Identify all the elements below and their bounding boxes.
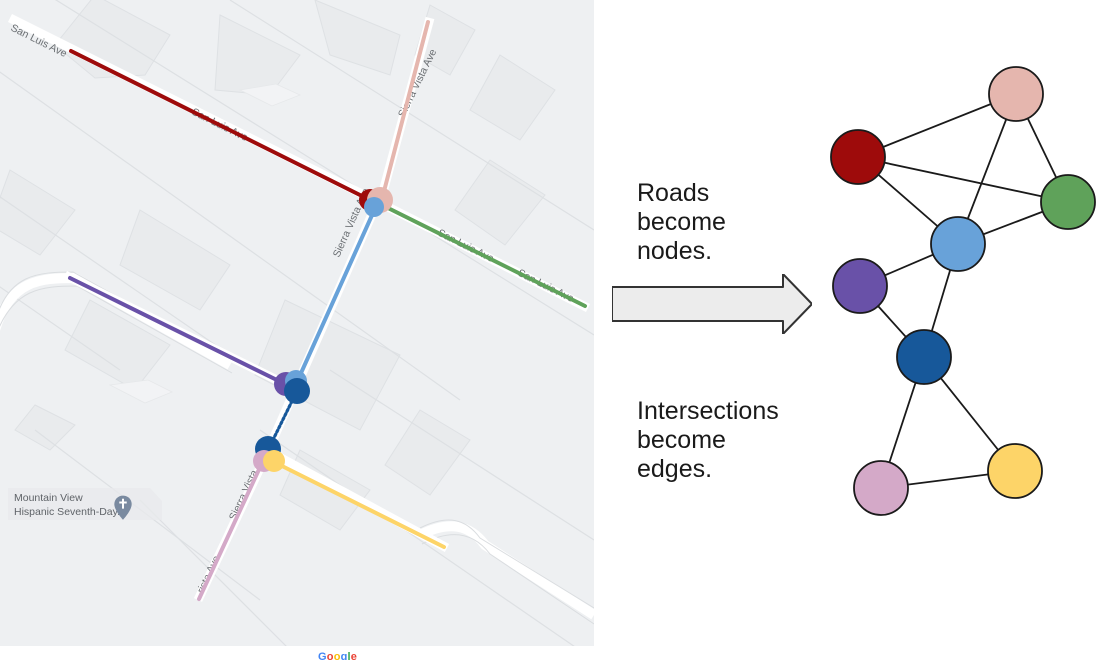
svg-text:Hispanic Seventh-Day...: Hispanic Seventh-Day... bbox=[14, 506, 126, 518]
svg-text:Mountain View: Mountain View bbox=[14, 492, 83, 504]
